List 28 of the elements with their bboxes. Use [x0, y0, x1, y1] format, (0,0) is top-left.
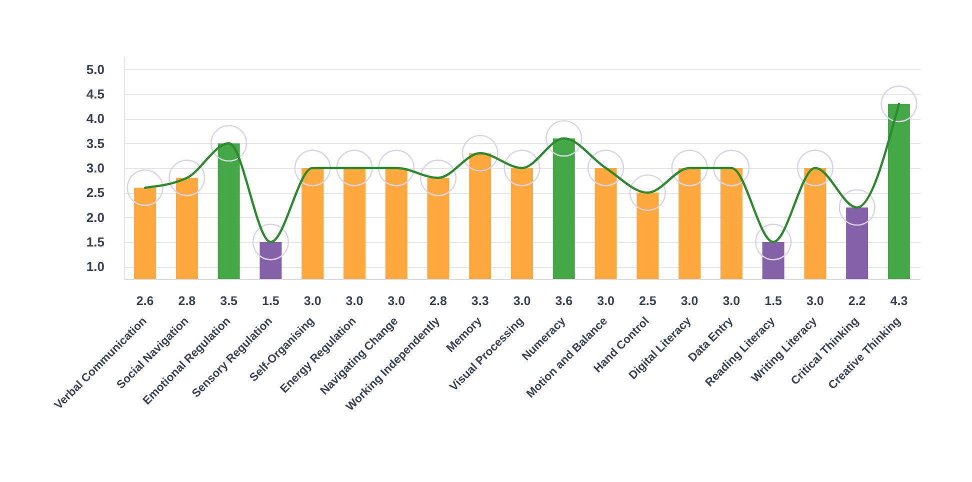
- data-label: 3.0: [722, 294, 740, 308]
- data-label: 3.0: [597, 294, 614, 308]
- data-label: 3.0: [388, 294, 406, 308]
- y-tick-label: 4.0: [86, 111, 104, 126]
- data-label: 2.6: [136, 294, 154, 308]
- data-label: 3.0: [806, 294, 824, 308]
- data-label: 3.0: [513, 294, 531, 308]
- y-tick-label: 5.0: [86, 62, 104, 77]
- data-label: 3.6: [555, 294, 573, 308]
- y-tick-label: 3.5: [86, 136, 104, 151]
- data-label: 3.0: [346, 294, 364, 308]
- data-label: 2.5: [638, 294, 656, 308]
- y-tick-label: 3.0: [86, 160, 104, 176]
- data-label: 3.5: [220, 294, 238, 308]
- data-label: 2.8: [178, 294, 196, 308]
- data-label: 2.2: [848, 294, 866, 308]
- y-tick-label: 4.5: [86, 86, 104, 102]
- y-tick-label: 1.5: [86, 234, 104, 250]
- y-tick-label: 1.0: [86, 259, 104, 274]
- data-label: 1.5: [262, 294, 280, 308]
- data-label: 3.0: [304, 294, 322, 308]
- y-tick-label: 2.0: [86, 210, 104, 225]
- data-label: 2.8: [430, 294, 447, 308]
- data-label: 4.3: [890, 294, 908, 308]
- data-label: 3.0: [680, 294, 698, 308]
- data-label: 1.5: [764, 294, 782, 308]
- y-tick-label: 2.5: [86, 185, 104, 200]
- data-label: 3.3: [471, 294, 489, 308]
